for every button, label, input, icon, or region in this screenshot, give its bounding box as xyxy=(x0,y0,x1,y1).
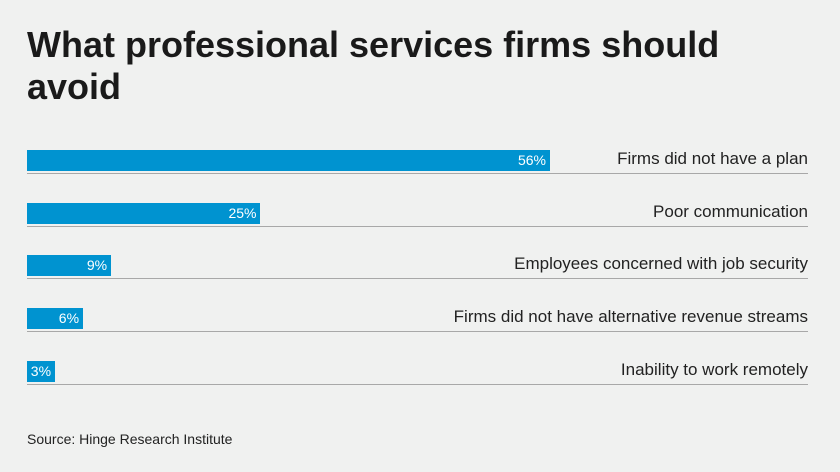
bar-row: 6% Firms did not have alternative revenue… xyxy=(27,307,808,332)
data-label: 25% xyxy=(228,205,257,221)
category-label: Firms did not have a plan xyxy=(617,149,808,168)
data-label: 3% xyxy=(30,363,52,379)
bar-row: 9% Employees concerned with job security xyxy=(27,254,808,279)
category-label: Poor communication xyxy=(653,202,808,221)
bar-row: 25% Poor communication xyxy=(27,202,808,227)
bar-row: 56% Firms did not have a plan xyxy=(27,149,808,174)
bar: 9% xyxy=(27,255,112,276)
bar: 56% xyxy=(27,150,550,171)
bar: 3% xyxy=(27,361,56,382)
data-label: 6% xyxy=(58,310,80,326)
data-label: 56% xyxy=(517,152,546,168)
bar: 6% xyxy=(27,308,84,329)
bar-row: 3% Inability to work remotely xyxy=(27,360,808,385)
chart-title: What professional services firms should … xyxy=(27,24,720,107)
source-note: Source: Hinge Research Institute xyxy=(27,431,233,447)
category-label: Inability to work remotely xyxy=(620,360,808,379)
data-label: 9% xyxy=(86,257,108,273)
bar: 25% xyxy=(27,203,261,224)
category-label: Employees concerned with job security xyxy=(514,254,808,273)
category-label: Firms did not have alternative revenue s… xyxy=(453,307,808,326)
